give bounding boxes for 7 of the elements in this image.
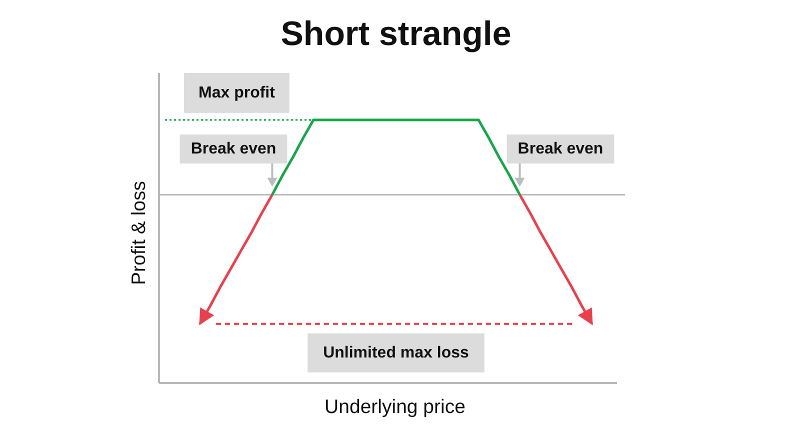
y-axis-title: Profit & loss [128,180,150,286]
annotation: Break even [518,140,604,158]
ref-line-label: Unlimited max loss [323,344,470,362]
ref-line-label: Max profit [198,84,276,102]
annotation: Break even [190,140,276,158]
chart-title: Short strangle [280,15,512,53]
x-axis-title: Underlying price [324,396,466,418]
